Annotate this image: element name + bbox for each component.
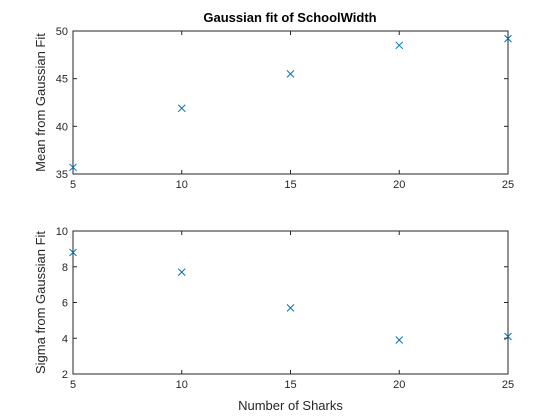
top-data-point	[504, 34, 512, 43]
bottom-y-tick-label: 2	[62, 369, 68, 381]
top-y-axis-label: Mean from Gaussian Fit	[33, 33, 48, 172]
top-y-tick-label: 40	[56, 121, 68, 133]
bottom-y-tick-label: 10	[56, 226, 68, 238]
bottom-x-ticks: 5 10 15 20 25	[70, 231, 514, 391]
top-x-tick-label: 25	[502, 179, 514, 191]
bottom-y-ticks: 2 4 6 8 10	[56, 226, 508, 381]
bottom-plot-area	[72, 230, 509, 375]
bottom-x-tick-label: 10	[176, 379, 188, 391]
bottom-data-point	[395, 336, 404, 344]
bottom-y-axis-label: Sigma from Gaussian Fit	[33, 231, 48, 374]
bottom-panel-sigma: 5 10 15 20 25 2 4 6 8 10 Sigma from Gaussian Fit…	[33, 226, 514, 413]
top-data-point	[395, 41, 404, 50]
top-x-tick-label: 20	[393, 179, 405, 191]
top-y-tick-label: 45	[56, 74, 68, 86]
bottom-data-point	[69, 248, 77, 257]
top-y-tick-label: 50	[56, 26, 68, 38]
top-plot-area	[72, 30, 509, 175]
bottom-y-tick-label: 8	[62, 262, 68, 274]
chart-title: Gaussian fit of SchoolWidth	[203, 10, 376, 25]
top-y-ticks: 35 40 45 50	[56, 26, 508, 181]
top-x-ticks: 5 10 15 20 25	[70, 31, 514, 191]
top-x-tick-label: 15	[284, 179, 296, 191]
top-x-tick-label: 10	[176, 179, 188, 191]
bottom-data-point	[504, 332, 512, 341]
bottom-data-point	[286, 304, 295, 312]
bottom-x-tick-label: 25	[502, 379, 514, 391]
bottom-x-tick-label: 20	[393, 379, 405, 391]
top-data-point	[177, 104, 186, 113]
top-x-tick-label: 5	[70, 179, 76, 191]
bottom-data-point	[177, 268, 186, 276]
x-axis-label: Number of Sharks	[238, 398, 343, 413]
top-data-points	[69, 34, 512, 172]
bottom-y-tick-label: 4	[62, 333, 68, 345]
bottom-y-tick-label: 6	[62, 298, 68, 310]
top-panel-mean: 5 10 15 20 25 35 40 45 50 Mean from Gaussian Fi…	[33, 26, 514, 191]
bottom-data-points	[69, 248, 512, 344]
top-data-point	[69, 163, 77, 172]
top-data-point	[286, 70, 295, 78]
bottom-x-tick-label: 5	[70, 379, 76, 391]
bottom-x-tick-label: 15	[284, 379, 296, 391]
top-y-tick-label: 35	[56, 169, 68, 181]
